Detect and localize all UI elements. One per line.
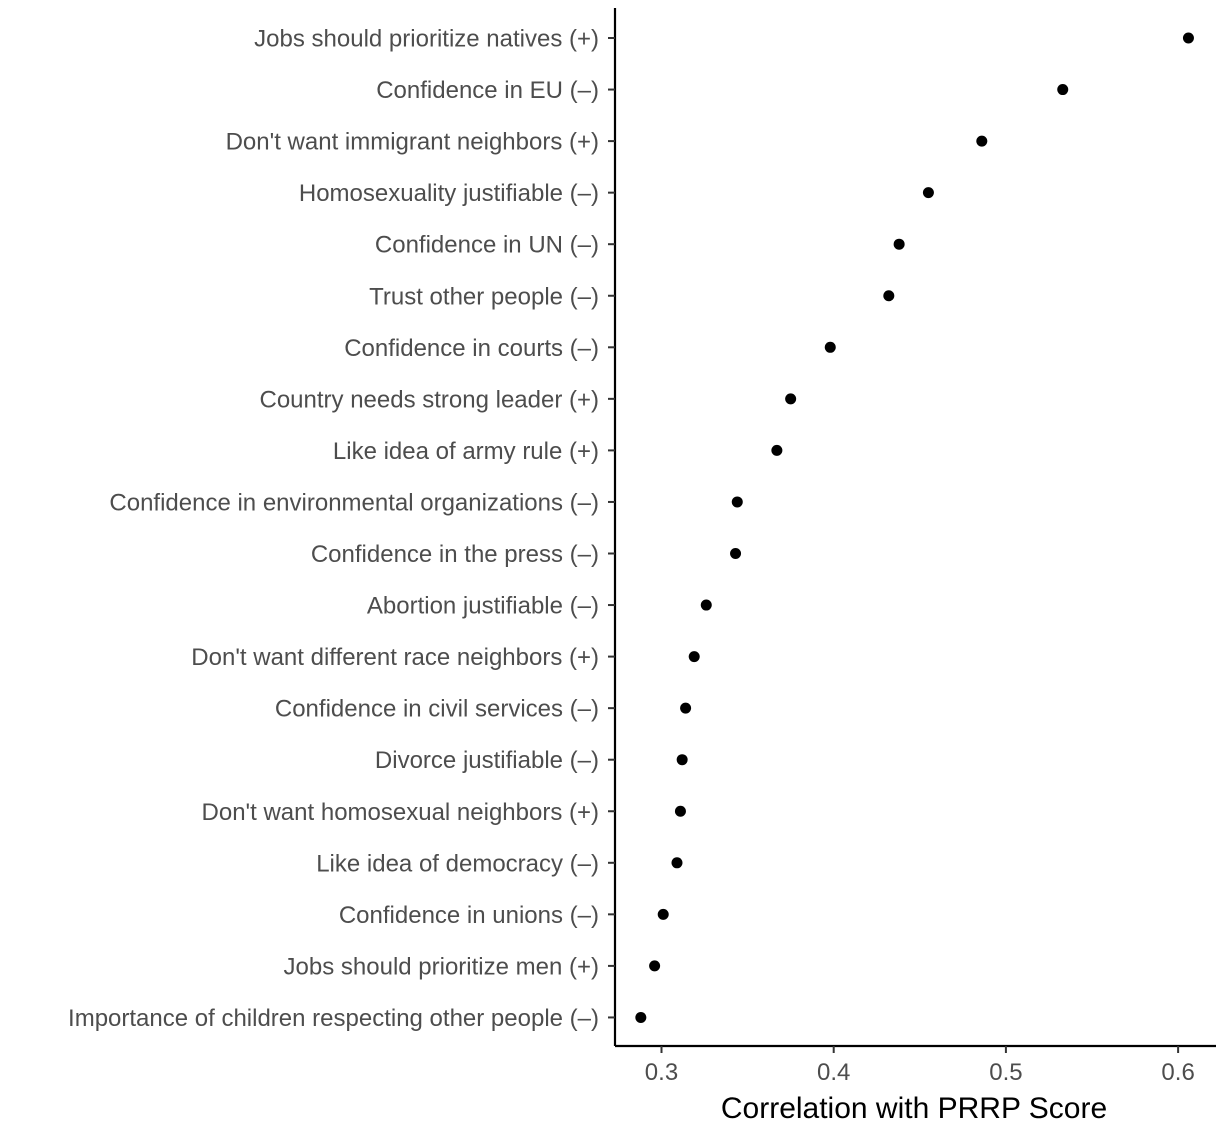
y-tick-label: Jobs should prioritize natives (+) bbox=[254, 26, 599, 53]
y-axis: Jobs should prioritize natives (+) Confid… bbox=[68, 8, 617, 1046]
data-point bbox=[688, 651, 700, 663]
x-axis-title: Correlation with PRRP Score bbox=[721, 1092, 1107, 1124]
y-tick-label: Country needs strong leader (+) bbox=[259, 386, 599, 413]
data-point bbox=[657, 908, 669, 920]
data-point bbox=[680, 702, 692, 714]
data-point bbox=[785, 393, 797, 405]
y-tick-label: Don't want different race neighbors (+) bbox=[191, 644, 599, 671]
y-tick-label: Importance of children respecting other … bbox=[68, 1005, 599, 1032]
data-point bbox=[674, 805, 686, 817]
y-tick-label: Abortion justifiable (–) bbox=[367, 593, 599, 620]
y-tick-label: Divorce justifiable (–) bbox=[375, 747, 599, 774]
x-tick-label: 0.4 bbox=[817, 1059, 850, 1086]
y-tick-label: Confidence in EU (–) bbox=[376, 77, 599, 104]
y-tick-label: Confidence in civil services (–) bbox=[275, 696, 599, 723]
data-point bbox=[730, 548, 742, 559]
y-tick-label: Don't want homosexual neighbors (+) bbox=[202, 799, 599, 826]
y-tick-label: Confidence in courts (–) bbox=[344, 335, 599, 362]
data-point bbox=[883, 290, 895, 302]
data-point bbox=[700, 599, 712, 611]
x-tick-label: 0.5 bbox=[989, 1059, 1022, 1086]
y-tick-label: Jobs should prioritize men (+) bbox=[284, 953, 599, 980]
y-tick-label: Confidence in UN (–) bbox=[375, 232, 599, 259]
data-points bbox=[635, 32, 1194, 1023]
y-tick-label: Homosexuality justifiable (–) bbox=[299, 180, 599, 207]
x-tick-label: 0.6 bbox=[1161, 1059, 1194, 1086]
data-point bbox=[676, 754, 688, 766]
data-point bbox=[635, 1011, 647, 1023]
data-point bbox=[893, 238, 905, 250]
data-point bbox=[1182, 32, 1194, 44]
data-point bbox=[771, 444, 783, 456]
y-tick-label: Confidence in the press (–) bbox=[311, 541, 599, 568]
y-tick-label: Confidence in unions (–) bbox=[339, 902, 599, 929]
y-tick-label: Like idea of army rule (+) bbox=[333, 438, 599, 465]
data-point bbox=[649, 960, 661, 972]
data-point bbox=[731, 496, 743, 508]
y-tick-label: Don't want immigrant neighbors (+) bbox=[226, 129, 599, 156]
data-point bbox=[671, 857, 683, 869]
data-point bbox=[824, 341, 836, 353]
y-tick-label: Trust other people (–) bbox=[369, 283, 599, 310]
data-point bbox=[922, 187, 934, 199]
x-axis: 0.3 0.4 0.5 0.6 bbox=[615, 1044, 1216, 1086]
x-tick-label: 0.3 bbox=[645, 1059, 678, 1086]
y-tick-label: Confidence in environmental organization… bbox=[109, 489, 599, 516]
y-tick-label: Like idea of democracy (–) bbox=[316, 850, 599, 877]
data-point bbox=[976, 135, 988, 147]
data-point bbox=[1057, 84, 1069, 96]
